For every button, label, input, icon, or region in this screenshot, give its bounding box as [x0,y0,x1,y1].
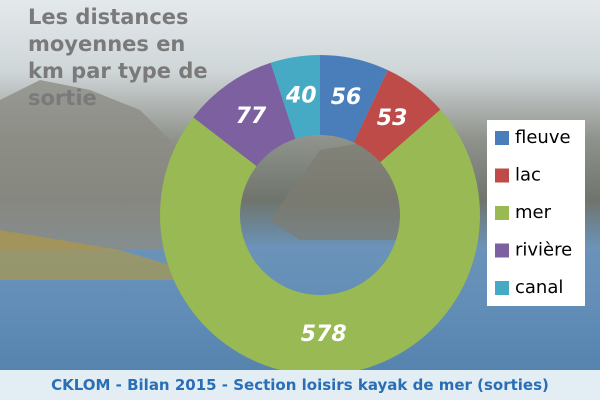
legend-label: rivière [515,240,572,261]
legend-label: lac [515,165,541,186]
chart-title: Les distances moyennes en km par type de… [28,5,208,110]
donut-segment [160,109,480,370]
value-label: 53 [377,106,408,131]
legend-swatch [495,131,509,145]
value-label: 77 [236,104,267,129]
value-label: 56 [331,85,362,110]
legend-swatch [495,281,509,295]
legend-label: fleuve [515,127,571,148]
donut-segment [320,55,388,143]
value-label: 578 [301,322,347,347]
legend-swatch [495,206,509,220]
donut-segment [270,55,320,139]
chart: 56 53 578 77 40 fleuve lac mer rivière canal [160,55,573,370]
donut-segment [353,70,441,163]
legend-label: canal [515,277,563,298]
legend-swatch [495,243,509,258]
value-label: 40 [285,83,317,108]
donut-segment [193,62,296,167]
footer: CKLOM - Bilan 2015 - Section loisirs kay… [0,370,600,400]
legend-swatch [495,168,509,183]
legend-label: mer [515,202,552,223]
